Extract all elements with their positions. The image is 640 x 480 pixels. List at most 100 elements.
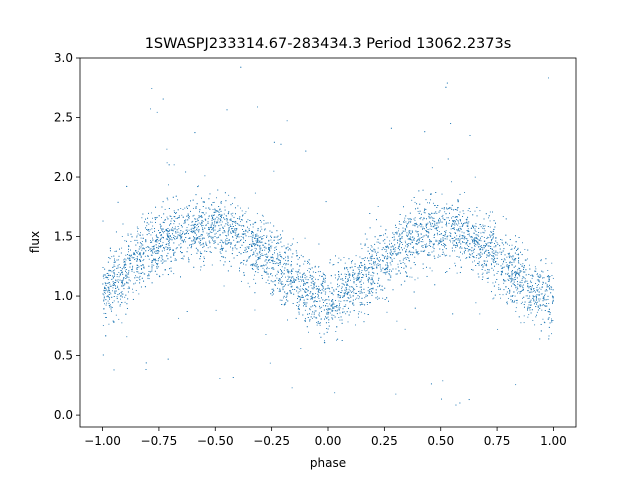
data-point xyxy=(489,253,491,255)
data-point xyxy=(400,247,402,249)
data-point xyxy=(395,247,397,249)
data-point xyxy=(229,260,231,262)
data-point xyxy=(256,264,258,265)
data-point xyxy=(445,245,447,246)
data-point xyxy=(317,290,319,292)
data-point xyxy=(435,239,437,241)
data-point xyxy=(290,290,292,292)
data-point xyxy=(457,199,459,201)
data-point xyxy=(421,224,423,226)
data-point xyxy=(158,258,160,260)
data-point xyxy=(459,226,461,228)
data-point xyxy=(359,290,361,292)
data-point xyxy=(398,230,399,232)
data-point xyxy=(245,211,247,213)
data-point xyxy=(464,222,466,224)
data-point xyxy=(219,249,221,250)
data-point xyxy=(319,300,321,302)
data-point xyxy=(123,261,125,263)
data-point xyxy=(225,235,227,236)
data-point xyxy=(232,230,234,232)
data-point xyxy=(190,225,192,227)
data-point xyxy=(280,282,282,284)
data-point xyxy=(220,239,222,241)
data-point xyxy=(156,250,158,252)
data-point xyxy=(106,276,108,278)
data-point xyxy=(259,254,261,256)
data-point xyxy=(384,239,386,241)
data-point xyxy=(343,296,345,297)
data-point xyxy=(500,270,502,272)
data-point xyxy=(209,227,211,229)
data-point xyxy=(481,265,483,266)
data-point xyxy=(244,213,246,214)
data-point xyxy=(282,272,284,274)
data-point xyxy=(187,231,188,233)
data-point xyxy=(452,242,454,244)
data-point xyxy=(307,290,309,292)
data-point xyxy=(494,253,496,255)
data-point xyxy=(393,257,395,259)
data-point xyxy=(368,279,370,280)
data-point xyxy=(383,234,384,236)
data-point xyxy=(223,256,225,258)
data-point xyxy=(330,308,332,310)
data-point xyxy=(285,256,286,258)
data-point xyxy=(328,299,330,301)
data-point xyxy=(367,246,369,248)
data-point xyxy=(186,311,188,312)
data-point xyxy=(196,252,198,254)
data-point xyxy=(122,285,124,287)
data-point xyxy=(512,256,514,258)
data-point xyxy=(486,254,488,256)
data-point xyxy=(331,305,333,307)
data-point xyxy=(505,286,507,287)
data-point xyxy=(111,306,113,308)
data-point xyxy=(430,199,431,201)
data-point xyxy=(164,208,166,210)
data-point xyxy=(328,319,330,321)
data-point xyxy=(223,213,225,215)
data-point xyxy=(206,232,208,234)
data-point xyxy=(523,266,525,268)
data-point xyxy=(376,241,378,243)
data-point xyxy=(399,240,401,242)
data-point xyxy=(339,307,341,309)
data-point xyxy=(265,243,267,244)
data-point xyxy=(486,271,488,273)
data-point xyxy=(505,280,507,282)
data-point xyxy=(279,288,281,290)
data-point xyxy=(438,222,440,224)
data-point xyxy=(429,254,431,256)
data-point xyxy=(287,259,289,261)
data-point xyxy=(401,236,403,238)
data-point xyxy=(138,293,140,295)
data-point xyxy=(495,261,496,263)
data-point xyxy=(511,274,513,275)
data-point xyxy=(185,171,187,173)
data-point xyxy=(368,290,370,292)
data-point xyxy=(520,322,522,324)
data-point xyxy=(452,220,454,222)
data-point xyxy=(204,250,206,252)
data-point xyxy=(545,282,547,284)
data-point xyxy=(515,274,516,276)
data-point xyxy=(397,247,399,249)
data-point xyxy=(463,213,465,215)
data-point xyxy=(295,317,297,319)
data-point xyxy=(506,256,508,258)
data-point xyxy=(117,279,119,281)
data-point xyxy=(381,269,383,271)
data-point xyxy=(252,236,254,238)
data-point xyxy=(142,247,144,249)
data-point xyxy=(194,223,196,225)
data-point xyxy=(127,291,129,293)
data-point xyxy=(544,305,546,307)
data-point xyxy=(243,234,245,236)
data-point xyxy=(324,300,326,302)
data-point xyxy=(224,225,226,227)
data-point xyxy=(411,199,413,201)
data-point xyxy=(252,226,254,228)
data-point xyxy=(212,227,214,229)
data-point xyxy=(280,238,281,240)
